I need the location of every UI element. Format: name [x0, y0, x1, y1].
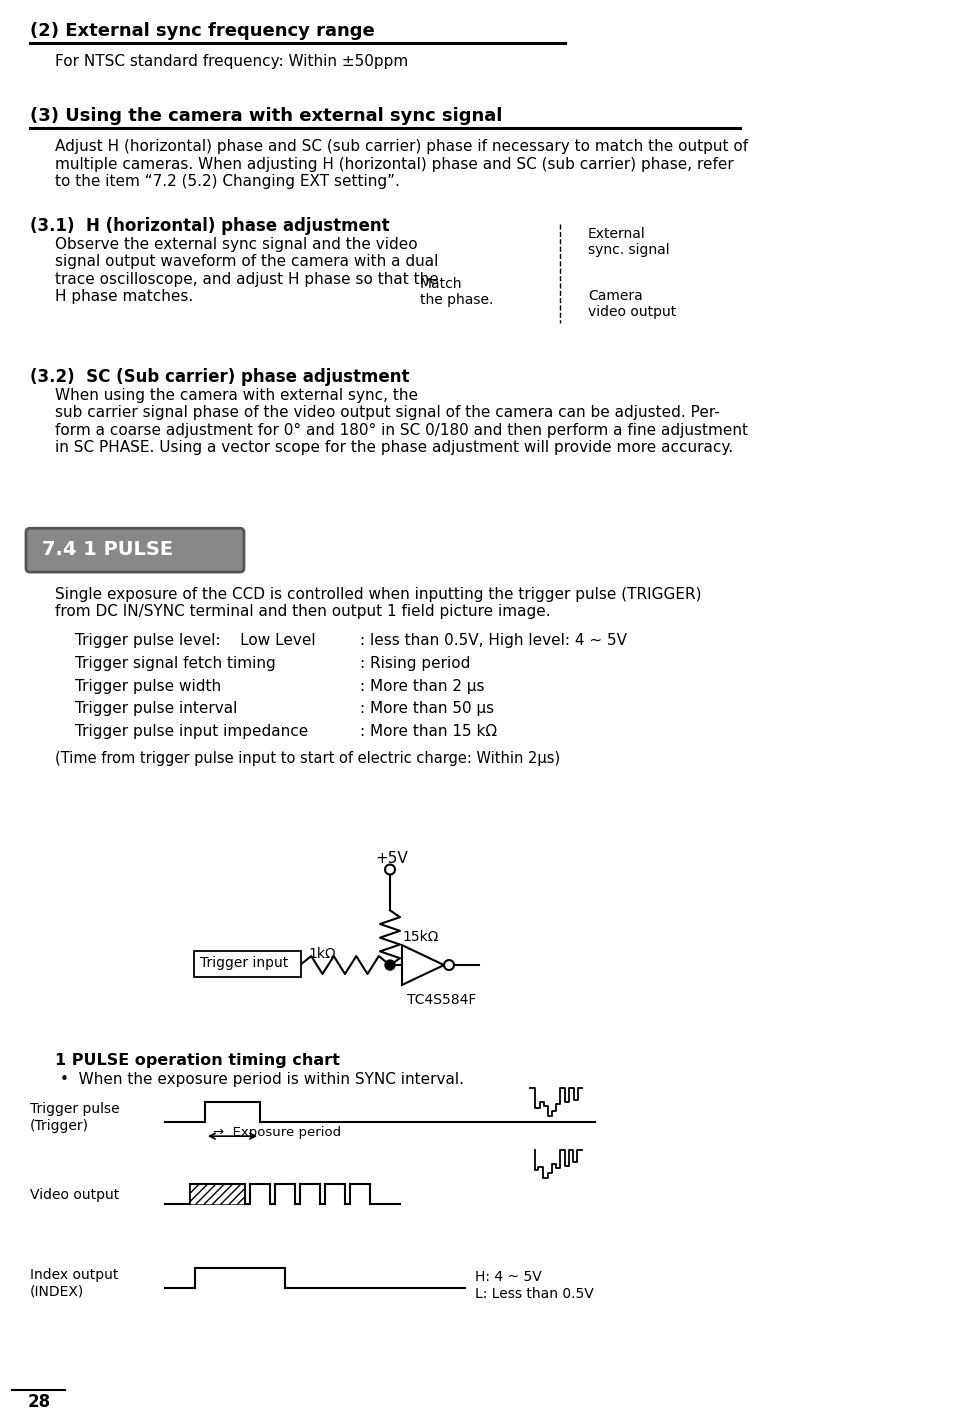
- Text: When using the camera with external sync, the
sub carrier signal phase of the vi: When using the camera with external sync…: [55, 387, 747, 455]
- Text: Trigger pulse
(Trigger): Trigger pulse (Trigger): [30, 1103, 119, 1133]
- Text: Trigger pulse input impedance: Trigger pulse input impedance: [75, 724, 308, 740]
- Text: H: 4 ~ 5V
L: Less than 0.5V: H: 4 ~ 5V L: Less than 0.5V: [475, 1271, 593, 1301]
- Text: •  When the exposure period is within SYNC interval.: • When the exposure period is within SYN…: [60, 1072, 463, 1087]
- Text: External
sync. signal: External sync. signal: [587, 226, 669, 257]
- Text: 28: 28: [28, 1393, 51, 1411]
- Text: 15kΩ: 15kΩ: [401, 930, 438, 945]
- Text: Match
the phase.: Match the phase.: [419, 277, 493, 307]
- Text: : less than 0.5V, High level: 4 ~ 5V: : less than 0.5V, High level: 4 ~ 5V: [359, 632, 626, 648]
- Text: Single exposure of the CCD is controlled when inputting the trigger pulse (TRIGG: Single exposure of the CCD is controlled…: [55, 587, 700, 619]
- FancyBboxPatch shape: [26, 529, 244, 573]
- Text: Observe the external sync signal and the video
signal output waveform of the cam: Observe the external sync signal and the…: [55, 236, 438, 304]
- Text: 7.4 1 PULSE: 7.4 1 PULSE: [42, 540, 172, 559]
- Text: 1 PULSE operation timing chart: 1 PULSE operation timing chart: [55, 1052, 339, 1068]
- Text: Video output: Video output: [30, 1188, 119, 1202]
- Text: (3.1)  H (horizontal) phase adjustment: (3.1) H (horizontal) phase adjustment: [30, 216, 389, 235]
- Text: +5V: +5V: [375, 851, 407, 865]
- Text: Trigger pulse width: Trigger pulse width: [75, 679, 221, 693]
- Text: (Time from trigger pulse input to start of electric charge: Within 2μs): (Time from trigger pulse input to start …: [55, 751, 559, 766]
- Text: : More than 2 μs: : More than 2 μs: [359, 679, 484, 693]
- Text: : Rising period: : Rising period: [359, 656, 470, 670]
- FancyBboxPatch shape: [193, 952, 301, 977]
- Text: Trigger signal fetch timing: Trigger signal fetch timing: [75, 656, 275, 670]
- Text: TC4S584F: TC4S584F: [407, 993, 476, 1007]
- Text: Adjust H (horizontal) phase and SC (sub carrier) phase if necessary to match the: Adjust H (horizontal) phase and SC (sub …: [55, 140, 747, 189]
- Text: Camera
video output: Camera video output: [587, 288, 676, 318]
- Text: Trigger pulse interval: Trigger pulse interval: [75, 701, 237, 717]
- Text: Trigger pulse level:    Low Level: Trigger pulse level: Low Level: [75, 632, 315, 648]
- Text: : More than 50 μs: : More than 50 μs: [359, 701, 494, 717]
- Text: (2) External sync frequency range: (2) External sync frequency range: [30, 21, 375, 40]
- Bar: [190, 1184, 245, 1203]
- Text: Trigger input: Trigger input: [200, 956, 288, 970]
- Text: (3) Using the camera with external sync signal: (3) Using the camera with external sync …: [30, 107, 502, 126]
- Text: Index output
(INDEX): Index output (INDEX): [30, 1268, 118, 1298]
- Text: For NTSC standard frequency: Within ±50ppm: For NTSC standard frequency: Within ±50p…: [55, 54, 408, 69]
- Text: (3.2)  SC (Sub carrier) phase adjustment: (3.2) SC (Sub carrier) phase adjustment: [30, 368, 409, 386]
- Text: 1kΩ: 1kΩ: [308, 947, 335, 962]
- Text: : More than 15 kΩ: : More than 15 kΩ: [359, 724, 497, 740]
- Text: →  Exposure period: → Exposure period: [213, 1126, 341, 1140]
- Circle shape: [385, 960, 395, 970]
